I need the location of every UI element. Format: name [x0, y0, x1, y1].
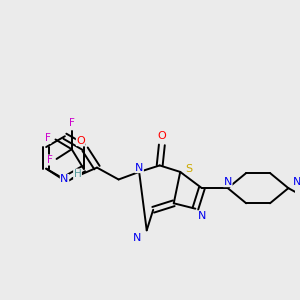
Text: N: N	[198, 211, 206, 221]
Text: N: N	[135, 163, 143, 172]
Text: S: S	[185, 164, 192, 174]
Text: N: N	[133, 233, 141, 243]
Text: H: H	[74, 169, 81, 179]
Text: F: F	[47, 155, 53, 165]
Text: N: N	[293, 177, 300, 187]
Text: N: N	[224, 177, 232, 187]
Text: N: N	[60, 175, 69, 184]
Text: F: F	[45, 134, 51, 143]
Text: O: O	[76, 136, 85, 146]
Text: F: F	[69, 118, 75, 128]
Text: O: O	[158, 131, 166, 141]
